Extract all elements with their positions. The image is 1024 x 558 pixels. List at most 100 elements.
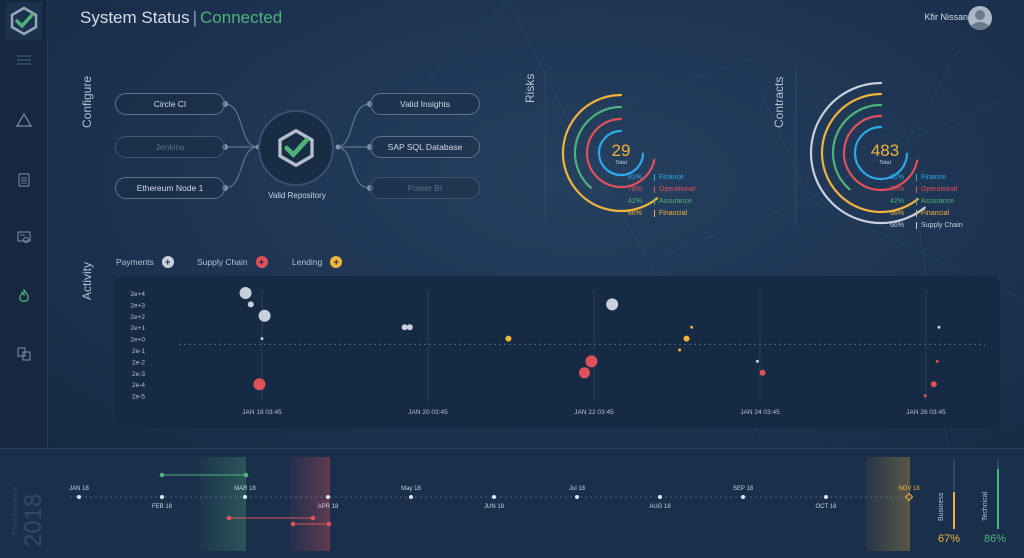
business-score-label: Business — [938, 492, 945, 521]
timeline-month-tick[interactable] — [741, 495, 745, 499]
timeline-month-tick[interactable] — [492, 495, 496, 499]
timeline-month-tick[interactable] — [575, 495, 579, 499]
business-score-value: 67% — [938, 533, 961, 545]
legend-name: Operational — [654, 186, 695, 193]
timeline-year: 2018 — [20, 493, 47, 547]
filter-supply-chain-label: Supply Chain — [197, 257, 248, 267]
scatter-point[interactable] — [260, 337, 264, 341]
timeline-month-tick[interactable] — [77, 495, 81, 499]
timeline-range-start[interactable] — [226, 515, 232, 521]
timeline-track — [70, 457, 999, 551]
scatter-point[interactable] — [937, 325, 941, 329]
activity-chart-panel: 2e+4 2e+3 2e+2 2e+1 2e+0 2e-1 2e-2 2e-3 2e-4 2e-5… — [115, 276, 1000, 428]
timeline-month-tick[interactable] — [243, 495, 247, 499]
scatter-point[interactable] — [239, 287, 252, 299]
scatter-point[interactable] — [606, 298, 619, 311]
plus-icon[interactable]: + — [330, 256, 343, 268]
project-timeline: Project timeline 2018 Business Technical… — [0, 448, 1024, 558]
timeline-month-label: OCT 18 — [815, 504, 837, 510]
output-valid-insights[interactable]: Valid Insights — [370, 93, 480, 115]
timeline-month-tick[interactable] — [658, 495, 662, 499]
timeline-month-tick[interactable] — [326, 495, 330, 499]
timeline-month-tick[interactable] — [824, 495, 828, 499]
filter-lending[interactable]: Lending + — [292, 256, 343, 268]
plus-icon[interactable]: + — [255, 256, 268, 268]
user-name[interactable]: Kfir Nissan — [924, 12, 968, 22]
risks-section-label: Risks — [523, 73, 537, 103]
timeline-highlight-yellow — [866, 457, 910, 551]
legend-pct: 78% — [628, 186, 643, 193]
activity-section-label: Activity — [80, 261, 94, 300]
legend-row: 66% Financial — [628, 210, 687, 217]
y-tick-label: 2e-3 — [132, 371, 145, 378]
contracts-gauge — [809, 81, 926, 225]
scatter-point[interactable] — [258, 309, 271, 322]
scatter-point[interactable] — [585, 355, 598, 368]
user-avatar-icon — [971, 10, 989, 30]
filter-supply-chain[interactable]: Supply Chain + — [197, 256, 268, 268]
filter-payments[interactable]: Payments + — [116, 256, 174, 268]
scatter-point[interactable] — [923, 394, 927, 398]
timeline-month-tick[interactable] — [160, 495, 164, 499]
legend-name: Assurance — [654, 198, 692, 205]
timeline-month-label: FEB 18 — [151, 504, 173, 510]
y-tick-label: 2e+0 — [130, 337, 145, 344]
hexagon-check-icon — [10, 6, 38, 36]
input-jenkins[interactable]: Jenkins — [115, 136, 225, 158]
certificate-icon[interactable] — [14, 228, 34, 248]
scatter-point[interactable] — [755, 359, 759, 363]
scatter-point[interactable] — [930, 381, 937, 388]
legend-row: 42% Assurance — [890, 198, 954, 205]
sidebar — [0, 0, 48, 448]
alert-triangle-icon[interactable] — [14, 110, 34, 130]
avatar[interactable] — [968, 6, 992, 30]
scatter-point[interactable] — [935, 359, 939, 363]
legend-pct: 81% — [890, 174, 905, 181]
timeline-range-start[interactable] — [290, 521, 296, 527]
timeline-highlight-red — [290, 457, 330, 551]
technical-score-value: 86% — [984, 533, 1007, 545]
timeline-range-start[interactable] — [159, 472, 165, 478]
scatter-point[interactable] — [505, 335, 512, 342]
legend-pct: 81% — [628, 174, 643, 181]
menu-icon[interactable] — [14, 50, 34, 70]
contracts-total-value: 483 — [870, 141, 900, 160]
timeline-month-tick[interactable] — [409, 495, 413, 499]
document-icon[interactable] — [14, 170, 34, 190]
timeline-month-label: NOV 18 — [898, 486, 920, 492]
legend-name: Finance — [916, 174, 946, 181]
legend-name: Operational — [916, 186, 957, 193]
scatter-point[interactable] — [683, 335, 690, 342]
scatter-point[interactable] — [690, 325, 694, 329]
scatter-point[interactable] — [401, 324, 408, 331]
output-power-bi[interactable]: Power BI — [370, 177, 480, 199]
input-circle-ci[interactable]: Circle CI — [115, 93, 225, 115]
transfer-icon[interactable] — [14, 344, 34, 364]
timeline-range-end[interactable] — [310, 515, 316, 521]
gauge-arc-assurance — [573, 105, 623, 189]
plus-icon[interactable]: + — [161, 256, 174, 268]
y-tick-label: 2e-1 — [132, 348, 145, 355]
timeline-range-end[interactable] — [243, 472, 249, 478]
y-tick-label: 2e-5 — [132, 394, 145, 401]
gauge-arc-assurance — [831, 103, 883, 191]
output-sap-sql-database[interactable]: SAP SQL Database — [370, 136, 480, 158]
divider — [795, 70, 796, 225]
x-tick-label: JAN 24 03:45 — [740, 409, 780, 416]
app-logo[interactable] — [6, 2, 42, 40]
scatter-point[interactable] — [406, 324, 413, 331]
gauge-arc-operational — [585, 117, 656, 189]
scatter-point[interactable] — [253, 378, 266, 391]
y-tick-label: 2e+3 — [130, 302, 145, 309]
legend-pct: 42% — [890, 198, 905, 205]
flame-icon[interactable] — [14, 286, 34, 306]
input-ethereum-node[interactable]: Ethereum Node 1 — [115, 177, 225, 199]
scatter-point[interactable] — [759, 369, 766, 376]
scatter-point[interactable] — [678, 348, 682, 352]
scatter-point[interactable] — [578, 367, 590, 379]
valid-repository-node[interactable] — [258, 110, 334, 186]
activity-scatter-chart: 2e+4 2e+3 2e+2 2e+1 2e+0 2e-1 2e-2 2e-3 2e-4 2e-5… — [130, 287, 985, 416]
scatter-point[interactable] — [247, 301, 254, 308]
legend-pct: 66% — [890, 222, 905, 229]
timeline-range-end[interactable] — [326, 521, 332, 527]
